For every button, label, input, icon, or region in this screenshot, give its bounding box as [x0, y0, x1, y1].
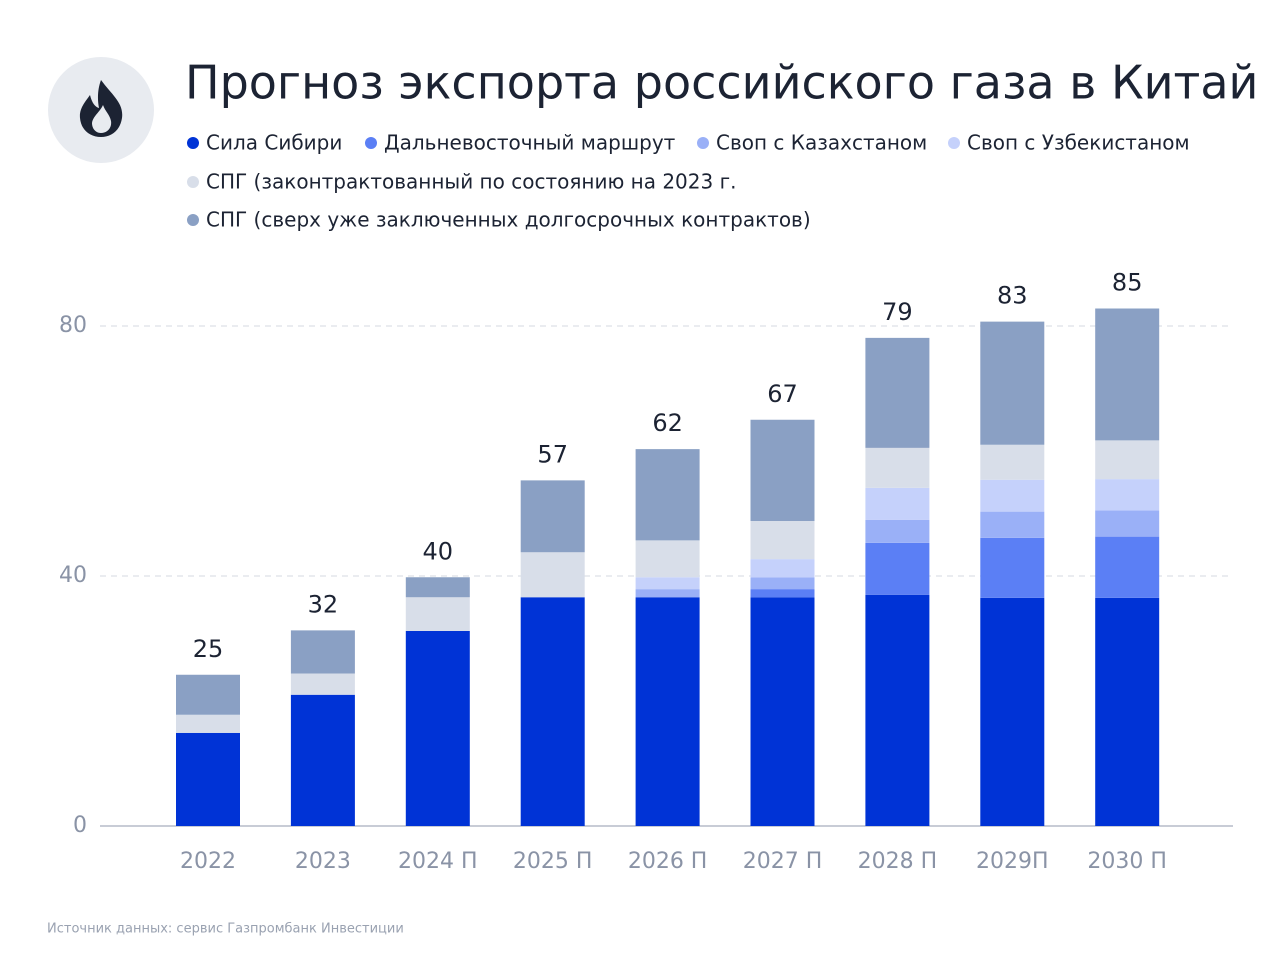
bar-segment	[520, 480, 585, 553]
bar-segment	[635, 597, 700, 826]
bar-segment	[1095, 597, 1160, 826]
bar-segment	[290, 694, 355, 826]
bar-segment	[750, 589, 815, 598]
bar-segment	[635, 449, 700, 541]
legend-label: Своп с Казахстаном	[716, 131, 927, 155]
total-label: 79	[882, 298, 913, 326]
x-tick-label: 2024 П	[398, 849, 478, 874]
legend-marker	[187, 214, 199, 226]
total-label: 40	[423, 537, 454, 565]
bar-segment	[750, 521, 815, 560]
y-tick-label: 40	[59, 563, 87, 588]
x-tick-label: 2022	[180, 849, 236, 874]
x-tick-label: 2030 П	[1087, 849, 1167, 874]
legend-marker	[365, 137, 377, 149]
bar-segment	[290, 630, 355, 674]
legend-marker	[187, 176, 199, 188]
bar-segment	[865, 594, 930, 826]
flame-icon	[79, 80, 123, 137]
icon-circle	[48, 57, 154, 163]
y-tick-label: 80	[59, 313, 87, 338]
bar-segment	[176, 674, 240, 715]
chart-title: Прогноз экспорта российского газа в Кита…	[185, 56, 1258, 110]
bar-segment	[520, 552, 585, 598]
bar-segment	[176, 714, 240, 733]
bar-segment	[1095, 440, 1160, 480]
total-label: 83	[997, 282, 1028, 310]
legend-label: СПГ (законтрактованный по состоянию на 2…	[206, 170, 736, 194]
bar-segment	[520, 597, 585, 826]
x-tick-label: 2026 П	[628, 849, 708, 874]
bar-segment	[865, 337, 930, 448]
x-tick-label: 2028 П	[858, 849, 938, 874]
bar-segment	[980, 444, 1045, 480]
total-label: 85	[1112, 269, 1143, 297]
y-tick-label: 0	[73, 813, 87, 838]
total-label: 32	[308, 590, 339, 618]
bar-segment	[865, 447, 930, 488]
bar-segment	[750, 577, 815, 590]
source-note: Источник данных: сервис Газпромбанк Инве…	[47, 922, 404, 937]
bar-segment	[865, 542, 930, 595]
bar-segment	[865, 487, 930, 520]
legend-label: СПГ (сверх уже заключенных долгосрочных …	[206, 208, 811, 232]
x-tick-label: 2029П	[976, 849, 1049, 874]
legend-marker	[948, 137, 960, 149]
legend-marker	[187, 137, 199, 149]
bar-segment	[750, 419, 815, 521]
total-label: 62	[652, 409, 683, 437]
total-label: 25	[193, 635, 224, 663]
total-label: 67	[767, 380, 798, 408]
legend-marker	[697, 137, 709, 149]
bar-segment	[1095, 536, 1160, 598]
bar-segment	[750, 559, 815, 578]
x-tick-label: 2023	[295, 849, 351, 874]
legend-label: Своп с Узбекистаном	[967, 131, 1190, 155]
bar-segment	[980, 511, 1045, 538]
bar-segment	[405, 577, 470, 598]
bar-segment	[750, 597, 815, 826]
bar-segment	[980, 479, 1045, 512]
bar-segment	[635, 589, 700, 598]
bar-segment	[290, 673, 355, 695]
legend-label: Сила Сибири	[206, 131, 342, 155]
bar-segment	[865, 519, 930, 543]
bar-segment	[1095, 308, 1160, 441]
bar-segment	[980, 597, 1045, 826]
bar-segment	[1095, 479, 1160, 511]
total-label: 57	[537, 440, 568, 468]
bar-segment	[635, 577, 700, 590]
bar-segment	[635, 540, 700, 578]
legend-label: Дальневосточный маршрут	[384, 131, 676, 155]
x-tick-label: 2027 П	[743, 849, 823, 874]
bar-segment	[405, 597, 470, 631]
bar-segment	[980, 537, 1045, 598]
bar-segment	[405, 631, 470, 826]
bar-segment	[1095, 510, 1160, 537]
x-tick-label: 2025 П	[513, 849, 593, 874]
bar-segment	[980, 321, 1045, 445]
bar-segment	[176, 732, 240, 826]
